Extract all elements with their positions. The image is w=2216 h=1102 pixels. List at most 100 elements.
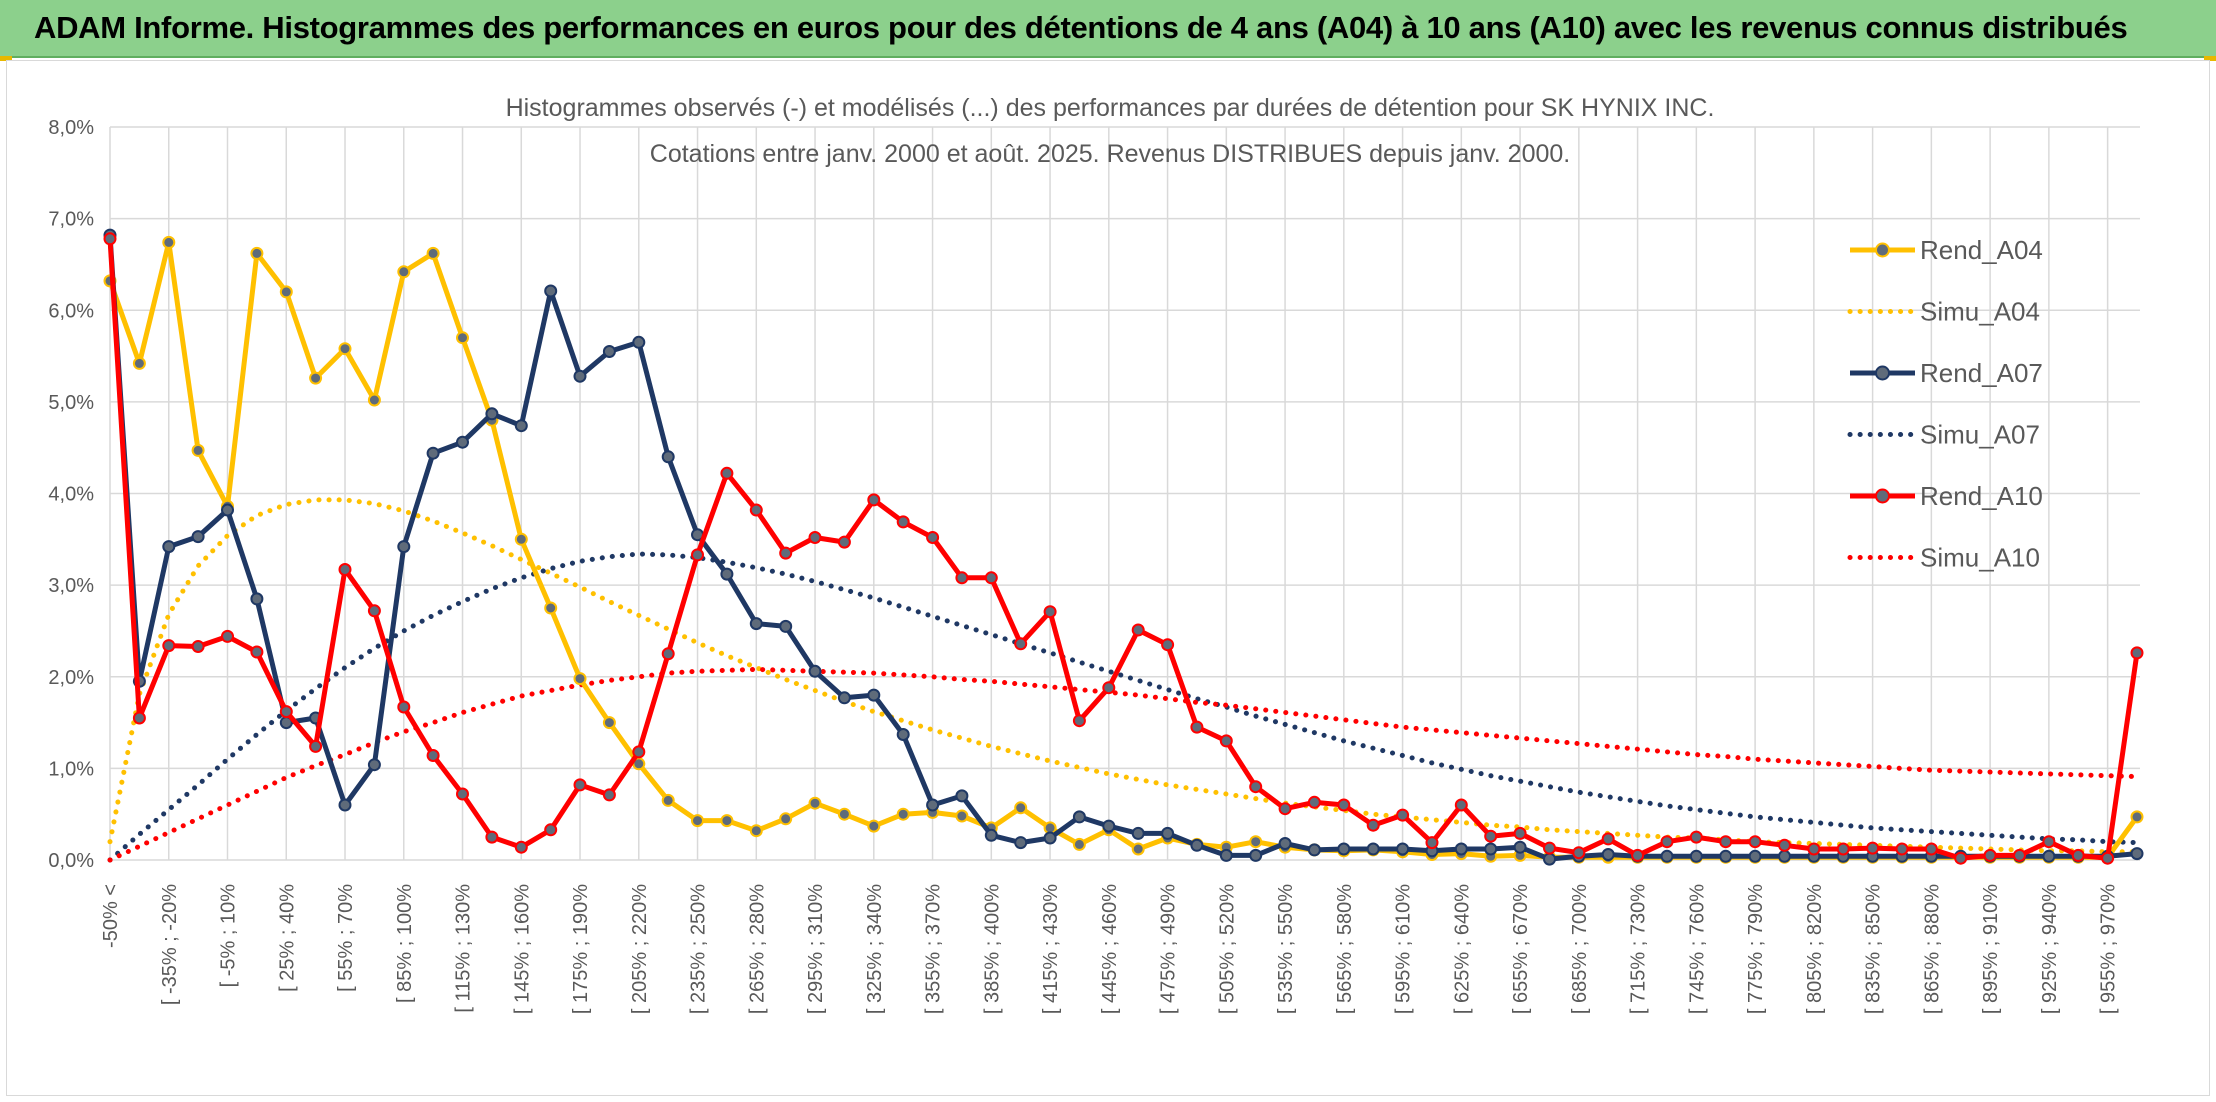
- point-rend-a10: [1778, 838, 1791, 852]
- point-rend-a10: [1396, 808, 1410, 822]
- point-rend-a10: [808, 531, 822, 544]
- point-rend-a10: [602, 788, 616, 802]
- point-rend-a07: [837, 691, 851, 705]
- point-rend-a07: [749, 617, 763, 631]
- point-rend-a10: [309, 739, 323, 753]
- point-rend-a07: [1043, 831, 1057, 845]
- point-rend-a04: [896, 807, 910, 821]
- series-line-simu-a07: [107, 551, 2140, 863]
- point-rend-a07: [926, 798, 940, 812]
- y-tick-label: 3,0%: [48, 575, 94, 597]
- point-rend-a07: [485, 407, 499, 421]
- point-rend-a10: [1043, 605, 1057, 619]
- x-tick-label: [ 745% ; 760%: [1686, 884, 1708, 1014]
- point-rend-a04: [691, 814, 704, 828]
- point-rend-a04: [837, 807, 851, 821]
- point-rend-a07: [1778, 849, 1791, 863]
- y-tick-label: 1,0%: [48, 758, 94, 780]
- point-rend-a10: [103, 232, 117, 246]
- x-tick-label: [ 415% ; 430%: [1040, 884, 1062, 1014]
- point-rend-a10: [1278, 802, 1292, 816]
- point-rend-a10: [162, 639, 176, 653]
- point-rend-a10: [1895, 842, 1909, 856]
- legend-marker-rend-a07: [1875, 365, 1890, 381]
- series-line-rend-a07: [107, 234, 2138, 862]
- point-rend-a07: [1366, 842, 1380, 856]
- x-tick-label: [ 85% ; 100%: [394, 884, 416, 1003]
- point-rend-a04: [514, 532, 528, 546]
- point-rend-a07: [2042, 849, 2056, 863]
- point-rend-a04: [779, 812, 793, 826]
- point-rend-a10: [1807, 842, 1821, 856]
- point-rend-a10: [1748, 835, 1762, 849]
- point-rend-a04: [162, 235, 176, 249]
- legend-label-simu-a07: Simu_A07: [1920, 420, 2040, 450]
- x-tick-label: [ 25% ; 40%: [276, 884, 298, 992]
- point-rend-a10: [1689, 830, 1703, 844]
- point-rend-a04: [661, 793, 675, 807]
- point-rend-a07: [1072, 810, 1086, 824]
- page-title: ADAM Informe. Histogrammes des performan…: [34, 10, 2128, 45]
- x-tick-label: [ 115% ; 130%: [453, 884, 475, 1013]
- point-rend-a10: [1924, 842, 1938, 856]
- point-rend-a10: [1219, 734, 1233, 748]
- grid-lines: [109, 126, 2140, 861]
- point-rend-a10: [191, 640, 205, 653]
- x-tick-label: [ 475% ; 490%: [1158, 884, 1180, 1014]
- point-rend-a04: [720, 814, 734, 828]
- point-rend-a10: [279, 705, 293, 719]
- y-tick-label: 8,0%: [48, 117, 94, 139]
- point-rend-a10: [221, 629, 234, 643]
- point-rend-a07: [1748, 849, 1762, 863]
- point-rend-a10: [250, 645, 264, 659]
- point-rend-a10: [1983, 848, 1997, 862]
- point-rend-a07: [1014, 836, 1028, 850]
- point-rend-a07: [632, 335, 646, 349]
- x-tick-label: [ 805% ; 820%: [1804, 884, 1826, 1014]
- point-rend-a10: [661, 647, 675, 661]
- point-rend-a07: [896, 728, 910, 741]
- point-rend-a10: [1513, 826, 1527, 840]
- point-rend-a10: [456, 787, 469, 801]
- x-tick-label: [ 925% ; 940%: [2039, 884, 2061, 1014]
- point-rend-a07: [1337, 842, 1351, 856]
- point-rend-a10: [749, 503, 763, 517]
- point-rend-a04: [367, 393, 381, 407]
- x-tick-label: [ 565% ; 580%: [1334, 884, 1356, 1014]
- chart-title: Histogrammes observés (-) et modélisés (…: [506, 94, 1715, 122]
- x-tick-label: -50% <: [100, 884, 122, 948]
- point-rend-a04: [602, 716, 616, 730]
- series-line-rend-a10: [107, 238, 2140, 861]
- point-rend-a07: [867, 688, 881, 702]
- x-tick-label: [ 775% ; 790%: [1745, 884, 1767, 1014]
- point-rend-a07: [984, 828, 998, 842]
- legend-label-rend-a10: Rend_A10: [1920, 481, 2043, 511]
- corner-accent-right: [2204, 56, 2216, 61]
- point-rend-a07: [1513, 840, 1527, 854]
- point-rend-a10: [1425, 836, 1439, 850]
- series-line-rend-a04: [107, 239, 2140, 860]
- point-rend-a04: [132, 356, 146, 370]
- point-rend-a10: [2130, 646, 2144, 660]
- point-rend-a04: [250, 246, 264, 260]
- point-rend-a10: [1543, 841, 1556, 855]
- series-group: [103, 228, 2144, 866]
- legend: Rend_A04 Simu_A04 Rend_A07 Simu_A07 Rend_A10…: [1847, 235, 2043, 573]
- point-rend-a07: [221, 503, 234, 517]
- x-tick-label: [ 535% ; 550%: [1275, 884, 1297, 1014]
- point-rend-a07: [1219, 848, 1233, 862]
- point-rend-a07: [661, 450, 675, 464]
- point-rend-a10: [485, 830, 499, 844]
- point-rend-a07: [1190, 838, 1204, 852]
- point-rend-a10: [1102, 681, 1116, 695]
- x-tick-label: [ 655% ; 670%: [1510, 884, 1532, 1014]
- point-rend-a10: [2101, 851, 2115, 865]
- legend-marker-rend-a10: [1875, 488, 1890, 504]
- point-rend-a07: [1484, 842, 1498, 856]
- point-rend-a04: [426, 246, 440, 260]
- y-tick-label: 7,0%: [48, 209, 94, 231]
- point-rend-a10: [632, 745, 646, 759]
- point-rend-a10: [1366, 818, 1380, 832]
- y-axis-ticks: 0,0% 1,0% 2,0% 3,0% 4,0% 5,0% 6,0% 7,0% 8,0%: [48, 117, 94, 872]
